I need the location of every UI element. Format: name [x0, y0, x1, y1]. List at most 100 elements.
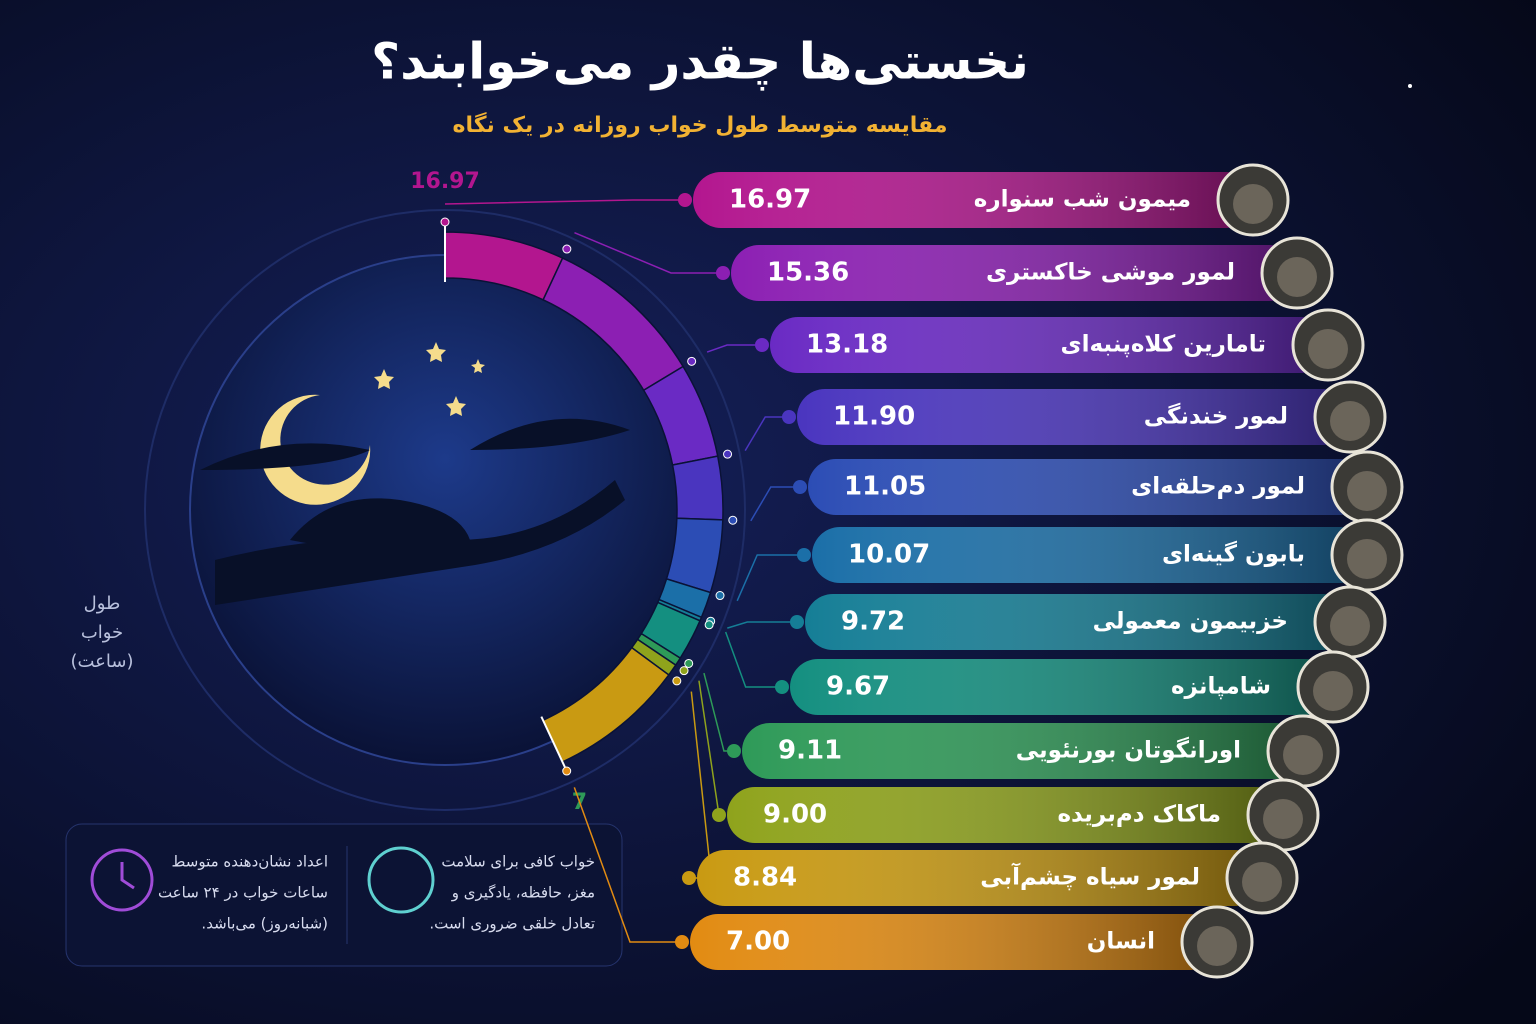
- row-pill-shade: [812, 527, 1367, 583]
- row-pill-shade: [808, 459, 1367, 515]
- row-dot: [790, 615, 804, 629]
- y-tick-label: 16.97: [410, 169, 480, 194]
- notes-box: [65, 823, 623, 967]
- row-dot: [782, 410, 796, 424]
- tick-mark: [540, 716, 568, 772]
- chart-title: نخستی‌ها چقدر می‌خوابند؟: [371, 33, 1029, 92]
- connector: [706, 344, 762, 353]
- moon: [260, 394, 371, 505]
- connector: [727, 621, 797, 629]
- value-label: 13.18: [806, 330, 888, 360]
- row-pill-shade: [742, 723, 1303, 779]
- value-label: 10.07: [848, 540, 930, 570]
- ring-point: [562, 766, 572, 776]
- avatar-face: [1233, 184, 1273, 224]
- row-pill-shade: [790, 659, 1333, 715]
- ring-point: [723, 449, 733, 459]
- category-label: بابون گینه‌ای: [1162, 541, 1305, 568]
- row-pill-shade: [731, 245, 1297, 301]
- value-label: 9.67: [826, 672, 890, 702]
- note-text: خواب کافی برای سلامت: [441, 853, 595, 871]
- row-dot: [755, 338, 769, 352]
- avatar-face: [1277, 257, 1317, 297]
- ring-point: [704, 620, 714, 630]
- tree-silhouette: [200, 418, 630, 605]
- note-text: اعداد نشان‌دهنده متوسط: [172, 853, 328, 871]
- row-dot: [675, 935, 689, 949]
- value-label: 15.36: [767, 258, 849, 288]
- row-pill-shade: [690, 914, 1217, 970]
- note-text: ساعات خواب در ۲۴ ساعت: [158, 884, 328, 902]
- avatar-face: [1242, 862, 1282, 902]
- ring-point: [715, 591, 725, 601]
- row-dot: [712, 808, 726, 822]
- category-label: میمون شب سنواره: [974, 187, 1191, 213]
- category-label: تامارین کلاه‌پنبه‌ای: [1061, 332, 1266, 358]
- connector: [573, 787, 682, 943]
- category-label: انسان: [1087, 929, 1155, 955]
- ring-point: [672, 676, 682, 686]
- category-label: ماکاک دم‌بریده: [1057, 802, 1221, 828]
- row-dot: [727, 744, 741, 758]
- category-label: خزبیمون معمولی: [1093, 609, 1288, 635]
- avatar-face: [1283, 735, 1323, 775]
- avatar-face: [1197, 926, 1237, 966]
- category-label: لمور دم‌حلقه‌ای: [1131, 474, 1305, 500]
- ring-outer-guide: [144, 209, 746, 811]
- note-text: (شبانه‌روز) می‌باشد.: [201, 915, 328, 933]
- connector: [750, 486, 800, 522]
- category-label: لمور خندنگی: [1144, 403, 1288, 430]
- row-pill-shade: [805, 594, 1350, 650]
- note-text: مغز، حافظه، یادگیری و: [451, 884, 595, 902]
- avatar-face: [1313, 671, 1353, 711]
- row-dot: [678, 193, 692, 207]
- note-text: تعادل خلقی ضروری است.: [429, 915, 595, 933]
- ring-segment: [671, 455, 724, 521]
- y-axis-label: طول: [84, 593, 121, 614]
- ring-point: [684, 658, 694, 668]
- row-pill-shade: [797, 389, 1350, 445]
- avatar-face: [1330, 606, 1370, 646]
- category-label: لمور موشی خاکستری: [986, 260, 1235, 286]
- night-sky: [190, 255, 700, 765]
- clock-hands: [120, 862, 135, 890]
- ring-point: [562, 244, 572, 254]
- row-pill-shade: [697, 850, 1262, 906]
- ring-point: [440, 217, 450, 227]
- row-dot: [797, 548, 811, 562]
- row-dot: [793, 480, 807, 494]
- row-dot: [682, 871, 696, 885]
- avatar-face: [1347, 471, 1387, 511]
- avatar-face: [1347, 539, 1387, 579]
- row-pill-shade: [727, 787, 1283, 843]
- avatar-face: [1330, 401, 1370, 441]
- clock-icon: [90, 848, 154, 912]
- sleep-icon: [367, 846, 435, 914]
- connector: [574, 232, 723, 274]
- ring-point: [687, 356, 697, 366]
- value-label: 11.90: [833, 402, 915, 432]
- category-label: شامپانزه: [1171, 674, 1271, 700]
- row-pill-shade: [770, 317, 1328, 373]
- ring-point: [679, 666, 689, 676]
- y-axis-label: خواب: [81, 622, 123, 643]
- ring-point: [728, 515, 738, 525]
- connector: [724, 631, 782, 688]
- value-label: 16.97: [729, 185, 811, 215]
- row-dot: [775, 680, 789, 694]
- avatar-face: [1263, 799, 1303, 839]
- value-label: 9.11: [778, 736, 842, 766]
- value-label: 9.00: [763, 800, 827, 830]
- connector: [744, 416, 789, 452]
- value-label: 11.05: [844, 472, 926, 502]
- category-label: اورانگوتان بورنئویی: [1016, 737, 1241, 764]
- value-label: 9.72: [841, 607, 905, 637]
- connector: [736, 554, 804, 602]
- star: [1408, 84, 1412, 88]
- connector: [444, 199, 685, 205]
- value-label: 7.00: [726, 927, 790, 957]
- value-label: 8.84: [733, 863, 797, 893]
- row-dot: [716, 266, 730, 280]
- chart-subtitle: مقایسه متوسط طول خواب روزانه در یک نگاه: [453, 111, 948, 138]
